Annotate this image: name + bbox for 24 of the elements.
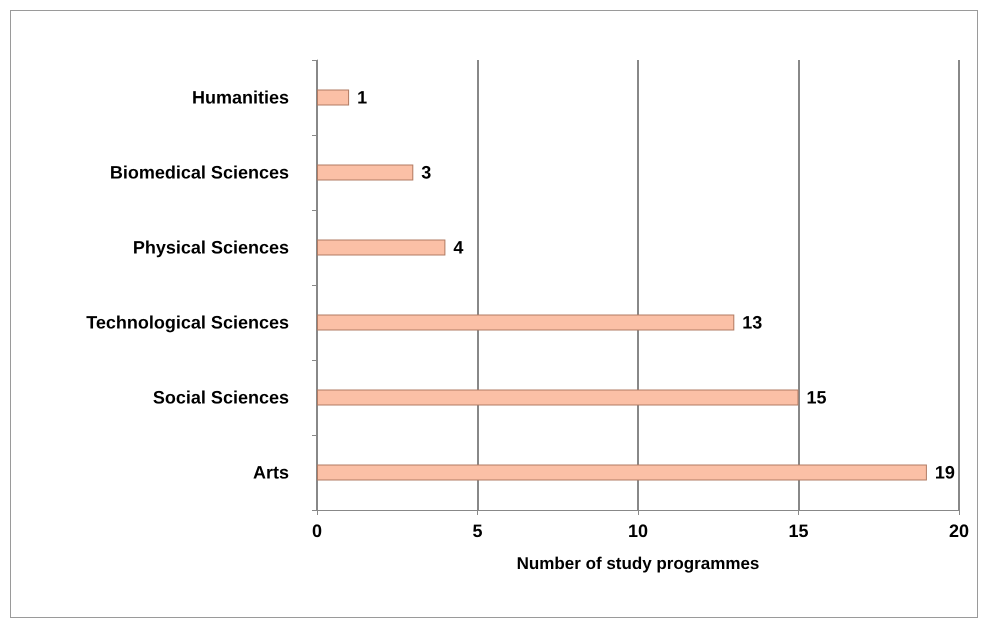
y-tick-label: Physical Sciences xyxy=(132,238,289,258)
bar xyxy=(317,90,350,106)
x-tick-label: 15 xyxy=(788,521,809,541)
data-label: 4 xyxy=(453,238,464,258)
y-tick-label: Social Sciences xyxy=(152,388,289,408)
x-tick-label: 0 xyxy=(312,521,322,541)
y-tick-label: Arts xyxy=(252,462,289,482)
y-tick-label: Biomedical Sciences xyxy=(110,162,289,182)
bar xyxy=(317,240,446,256)
x-axis-title: Number of study programmes xyxy=(516,554,760,573)
data-label: 3 xyxy=(421,162,432,182)
data-label: 13 xyxy=(742,312,762,332)
y-tick-label: Humanities xyxy=(192,88,289,108)
data-label: 1 xyxy=(357,88,368,108)
y-tick-label: Technological Sciences xyxy=(86,312,289,332)
bar xyxy=(317,314,734,330)
x-tick-label: 20 xyxy=(948,521,970,541)
x-tick-label: 5 xyxy=(472,521,483,541)
data-label: 15 xyxy=(806,388,827,408)
bar xyxy=(317,464,927,480)
x-tick-label: 10 xyxy=(628,521,648,541)
bar xyxy=(317,390,798,406)
data-label: 19 xyxy=(934,462,955,482)
bar xyxy=(317,164,414,180)
